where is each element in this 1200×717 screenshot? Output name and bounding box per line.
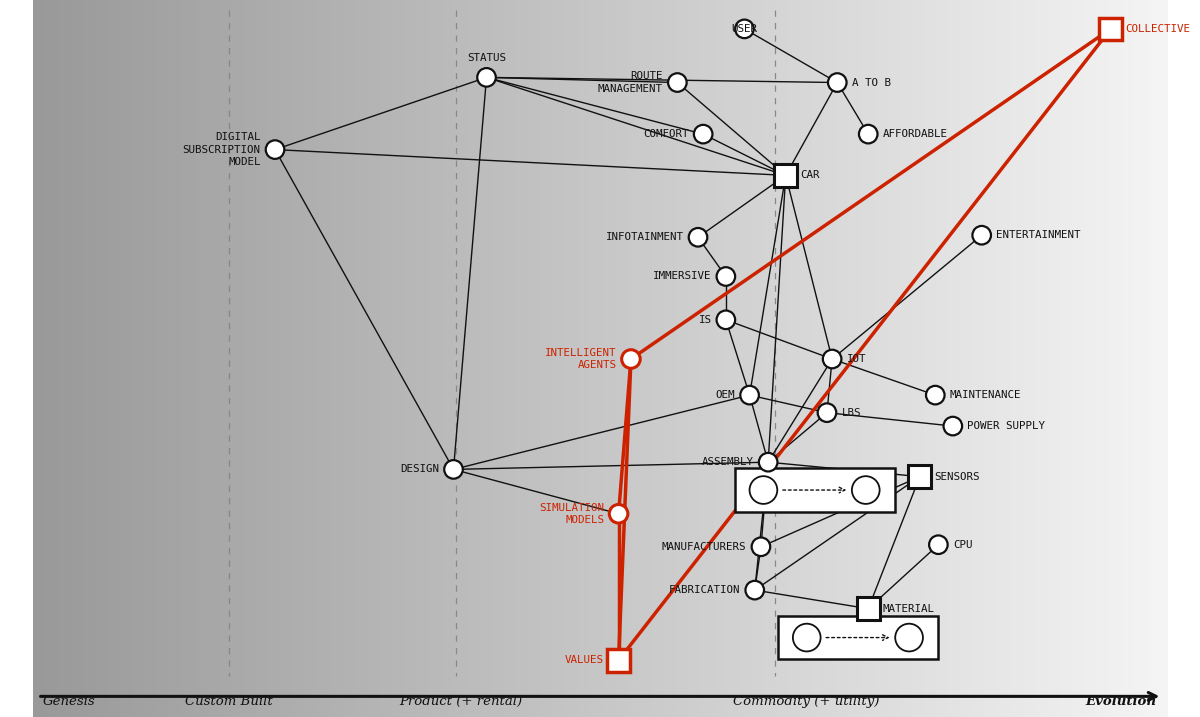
Circle shape [751,538,770,556]
Text: INTELLIGENT
AGENTS: INTELLIGENT AGENTS [545,348,617,370]
Text: MANUFACTURERS: MANUFACTURERS [662,542,746,552]
Text: Commodity (+ utility): Commodity (+ utility) [733,695,880,708]
Text: Genesis: Genesis [42,695,95,708]
Text: STATUS: STATUS [467,53,506,63]
Circle shape [265,141,284,159]
Circle shape [823,350,841,369]
Bar [774,164,797,186]
Circle shape [750,476,778,504]
Circle shape [745,581,764,599]
Bar [607,649,630,672]
Circle shape [610,505,628,523]
Bar [857,597,880,620]
Circle shape [716,310,736,329]
Text: IS: IS [698,315,712,325]
Text: FABRICATION: FABRICATION [668,585,740,595]
Bar [734,468,894,512]
Text: CAR: CAR [800,171,820,181]
Text: LBS: LBS [841,408,860,418]
Text: USER: USER [732,24,757,34]
Circle shape [852,476,880,504]
Circle shape [740,386,758,404]
Text: MATERIAL: MATERIAL [883,604,935,614]
Circle shape [828,73,846,92]
Text: Evolution: Evolution [1086,695,1157,708]
Text: SIMULATION
MODELS: SIMULATION MODELS [539,503,604,525]
Text: IMMERSIVE: IMMERSIVE [653,272,712,282]
Circle shape [689,228,707,247]
Bar [1099,17,1122,40]
Text: MAINTENANCE: MAINTENANCE [949,390,1021,400]
Text: OEM: OEM [715,390,736,400]
Text: COLLECTIVE: COLLECTIVE [1126,24,1190,34]
Text: CPU: CPU [953,540,972,550]
Text: AFFORDABLE: AFFORDABLE [883,129,948,139]
Circle shape [478,68,496,87]
Text: COMFORT: COMFORT [643,129,689,139]
Text: INFOTAINMENT: INFOTAINMENT [606,232,684,242]
Text: VALUES: VALUES [565,655,604,665]
Circle shape [716,267,736,286]
Circle shape [972,226,991,244]
Text: ENTERTAINMENT: ENTERTAINMENT [996,230,1081,240]
Text: IOT: IOT [846,354,866,364]
Circle shape [943,417,962,435]
Bar [908,465,931,488]
Text: A TO B: A TO B [852,77,890,87]
Bar [778,616,938,659]
Circle shape [668,73,686,92]
Text: Product (+ rental): Product (+ rental) [400,695,522,708]
Text: DIGITAL
SUBSCRIPTION
MODEL: DIGITAL SUBSCRIPTION MODEL [182,132,260,167]
Circle shape [926,386,944,404]
Text: POWER SUPPLY: POWER SUPPLY [967,421,1045,431]
Circle shape [622,350,641,369]
Text: ASSEMBLY: ASSEMBLY [702,457,754,467]
Circle shape [859,125,877,143]
Circle shape [793,624,821,652]
Text: ROUTE
MANAGEMENT: ROUTE MANAGEMENT [598,71,662,94]
Circle shape [694,125,713,143]
Circle shape [758,453,778,472]
Circle shape [736,19,754,38]
Circle shape [895,624,923,652]
Text: DESIGN: DESIGN [400,465,439,475]
Circle shape [444,460,463,479]
Circle shape [817,404,836,422]
Text: Custom Built: Custom Built [185,695,272,708]
Text: SENSORS: SENSORS [935,472,979,482]
Circle shape [929,536,948,554]
